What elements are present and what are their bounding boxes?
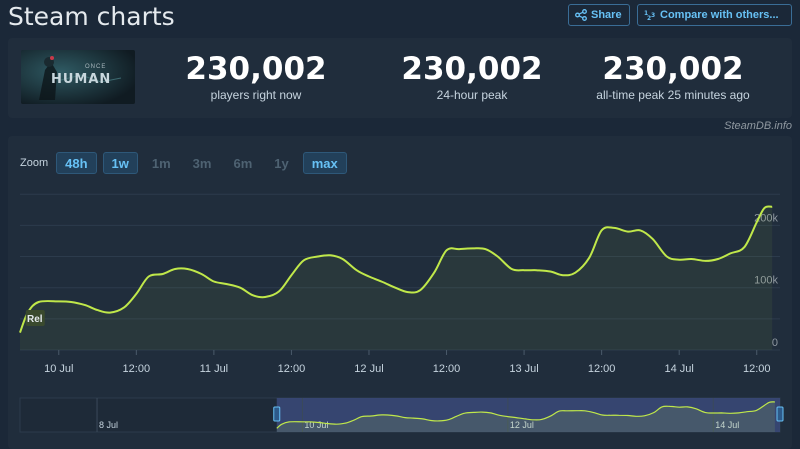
stat-24h-peak: 230,002 24-hour peak bbox=[366, 52, 578, 102]
stat-label: players right now bbox=[210, 88, 302, 102]
zoom-6m-button[interactable]: 6m bbox=[233, 155, 253, 171]
x-tick-label: 12 Jul bbox=[354, 363, 383, 375]
svg-text:3: 3 bbox=[651, 12, 655, 19]
steamdb-attribution[interactable]: SteamDB.info bbox=[724, 120, 792, 132]
page-title: Steam charts bbox=[8, 2, 175, 31]
zoom-48h-button[interactable]: 48h bbox=[56, 152, 97, 174]
zoom-controls: Zoom 48h 1w 1m 3m 6m 1y max bbox=[20, 152, 347, 174]
x-tick-label: 12:00 bbox=[588, 363, 616, 375]
x-tick-label: 12:00 bbox=[123, 363, 151, 375]
navigator-tick-label: 14 Jul bbox=[715, 420, 739, 430]
release-flag-label: Rel bbox=[27, 314, 43, 325]
zoom-label: Zoom bbox=[20, 157, 49, 169]
series-area bbox=[20, 206, 773, 350]
stat-label: all-time peak 25 minutes ago bbox=[596, 88, 750, 102]
game-logo[interactable]: HUMAN ONCE bbox=[21, 50, 135, 104]
svg-text:1: 1 bbox=[644, 10, 648, 17]
svg-text:2: 2 bbox=[647, 15, 651, 21]
share-icon bbox=[575, 9, 587, 21]
x-tick-label: 12:00 bbox=[278, 363, 306, 375]
x-tick-label: 10 Jul bbox=[44, 363, 73, 375]
navigator-tick-label: 10 Jul bbox=[304, 420, 328, 430]
zoom-1y-button[interactable]: 1y bbox=[274, 155, 289, 171]
zoom-3m-button[interactable]: 3m bbox=[192, 155, 212, 171]
x-tick-label: 14 Jul bbox=[665, 363, 694, 375]
zoom-1m-button[interactable]: 1m bbox=[151, 155, 171, 171]
stat-current-players: 230,002 players right now bbox=[150, 52, 362, 102]
navigator-left-handle[interactable] bbox=[273, 406, 281, 422]
navigator-tick-label: 12 Jul bbox=[510, 420, 534, 430]
share-label: Share bbox=[591, 9, 622, 21]
zoom-1w-button[interactable]: 1w bbox=[102, 152, 138, 174]
stat-value: 230,002 bbox=[185, 51, 327, 87]
stats-panel: HUMAN ONCE 230,002 players right now 230… bbox=[8, 38, 792, 118]
x-tick-label: 13 Jul bbox=[509, 363, 538, 375]
compare-label: Compare with others... bbox=[660, 9, 779, 21]
release-flag bbox=[25, 310, 45, 326]
share-button[interactable]: Share bbox=[568, 4, 630, 26]
x-tick-label: 12:00 bbox=[743, 363, 771, 375]
x-tick-label: 12:00 bbox=[433, 363, 461, 375]
game-logo-text: HUMAN bbox=[51, 72, 112, 87]
navigator-line bbox=[276, 401, 775, 429]
navigator-right-handle[interactable] bbox=[776, 406, 784, 422]
y-tick-label: 100k bbox=[754, 275, 778, 287]
series-line bbox=[19, 205, 773, 333]
zoom-max-button[interactable]: max bbox=[302, 152, 347, 174]
game-logo-subtext: ONCE bbox=[85, 64, 107, 70]
chart-panel bbox=[8, 136, 792, 449]
game-art-image bbox=[21, 50, 135, 104]
stat-value: 230,002 bbox=[401, 51, 543, 87]
navigator-area bbox=[276, 401, 775, 432]
stat-label: 24-hour peak bbox=[436, 88, 508, 102]
x-tick-label: 11 Jul bbox=[200, 363, 229, 375]
stat-value: 230,002 bbox=[602, 51, 744, 87]
y-tick-label: 0 bbox=[772, 337, 778, 349]
navigator-tick-label: 8 Jul bbox=[99, 420, 118, 430]
navigator-window bbox=[276, 398, 780, 432]
stat-all-time-peak: 230,002 all-time peak 25 minutes ago bbox=[568, 52, 778, 102]
